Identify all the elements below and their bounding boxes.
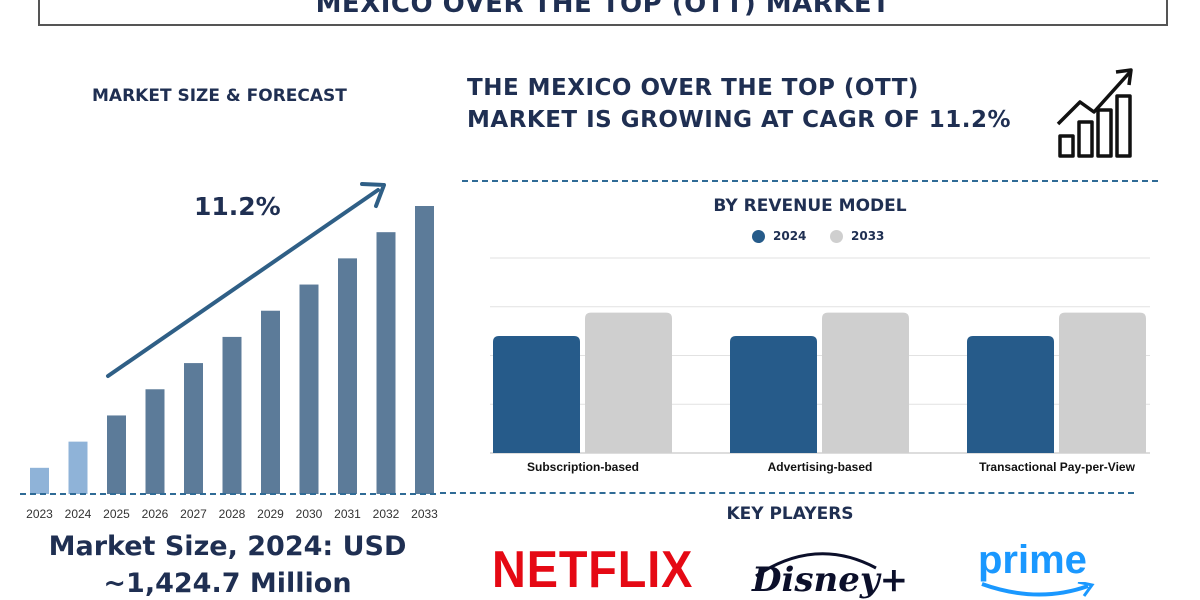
title-box: MEXICO OVER THE TOP (OTT) MARKET — [38, 0, 1168, 26]
growth-arrow-line — [106, 188, 380, 378]
forecast-bar-2033 — [415, 206, 434, 494]
disney-plus-text: Disney+ — [752, 560, 909, 600]
prime-text: prime — [978, 538, 1087, 582]
market-size-line-2: ~1,424.7 Million — [103, 568, 352, 599]
forecast-bar-2026 — [145, 389, 165, 494]
headline-line-2: MARKET IS GROWING AT CAGR OF 11.2% — [467, 107, 1012, 133]
forecast-bar-2025 — [107, 415, 126, 494]
year-label-2031: 2031 — [334, 507, 361, 521]
year-label-2029: 2029 — [257, 507, 284, 521]
growth-chart-icon — [1056, 68, 1133, 158]
forecast-bar-2028 — [222, 336, 242, 494]
key-players-heading: KEY PLAYERS — [726, 504, 854, 524]
legend-dot-2033 — [830, 229, 843, 243]
year-label-2033: 2033 — [411, 507, 438, 521]
prime-smile — [981, 582, 1095, 597]
forecast-bar-2032 — [376, 232, 396, 494]
prime-video-logo: prime — [978, 538, 1095, 597]
category-label-subscription: Subscription-based — [526, 460, 639, 474]
revenue-bar-2033-1 — [822, 312, 909, 453]
market-forecast-chart: 2023 2024 2025 2026 2027 2028 2029 2030 2031 2032… — [20, 182, 440, 521]
disney-plus-logo: Disney+ — [752, 552, 909, 600]
category-label-transactional: Transactional Pay-per-View — [979, 460, 1135, 474]
dashed-separator-top — [462, 180, 1158, 182]
forecast-bar-2024 — [68, 441, 88, 494]
dashed-separator-bottom — [440, 492, 1134, 494]
revenue-model-heading: BY REVENUE MODEL — [713, 196, 907, 216]
forecast-bar-2031 — [338, 258, 357, 494]
market-size-text: Market Size, 2024: USD ~1,424.7 Million — [0, 528, 455, 600]
legend-dot-2024 — [752, 229, 765, 243]
revenue-bar-2033-2 — [1059, 312, 1146, 453]
cagr-annotation: 11.2% — [194, 192, 281, 221]
year-label-2032: 2032 — [373, 507, 400, 521]
headline-line-1: THE MEXICO OVER THE TOP (OTT) — [467, 75, 919, 101]
market-size-line-1: Market Size, 2024: USD — [48, 531, 407, 562]
category-label-advertising: Advertising-based — [767, 460, 873, 474]
disney-arc — [755, 552, 877, 578]
market-size-forecast-heading: MARKET SIZE & FORECAST — [92, 86, 347, 106]
year-label-2025: 2025 — [103, 507, 130, 521]
revenue-bar-2024-2 — [967, 336, 1054, 453]
growth-arrow-head — [360, 182, 386, 208]
page-title: MEXICO OVER THE TOP (OTT) MARKET — [315, 0, 891, 19]
legend-2024: 2024 — [752, 229, 806, 243]
year-label-2023: 2023 — [26, 507, 53, 521]
legend-label-2024: 2024 — [773, 229, 807, 243]
forecast-bar-2023 — [30, 467, 49, 494]
revenue-bar-2024-0 — [493, 336, 580, 453]
legend-2033: 2033 — [830, 229, 884, 243]
year-label-2030: 2030 — [296, 507, 323, 521]
forecast-bar-2027 — [184, 363, 203, 494]
netflix-logo: NETFLIX — [492, 541, 694, 599]
revenue-bar-2033-0 — [585, 312, 672, 453]
year-label-2027: 2027 — [180, 507, 207, 521]
legend-label-2033: 2033 — [851, 229, 885, 243]
revenue-bar-2024-1 — [730, 336, 817, 453]
year-label-2026: 2026 — [142, 507, 169, 521]
revenue-model-chart — [490, 257, 1150, 454]
cagr-headline: THE MEXICO OVER THE TOP (OTT) MARKET IS … — [467, 72, 1057, 136]
year-label-2024: 2024 — [65, 507, 92, 521]
forecast-bar-2029 — [261, 310, 280, 494]
forecast-bar-2030 — [299, 284, 319, 494]
year-label-2028: 2028 — [219, 507, 246, 521]
